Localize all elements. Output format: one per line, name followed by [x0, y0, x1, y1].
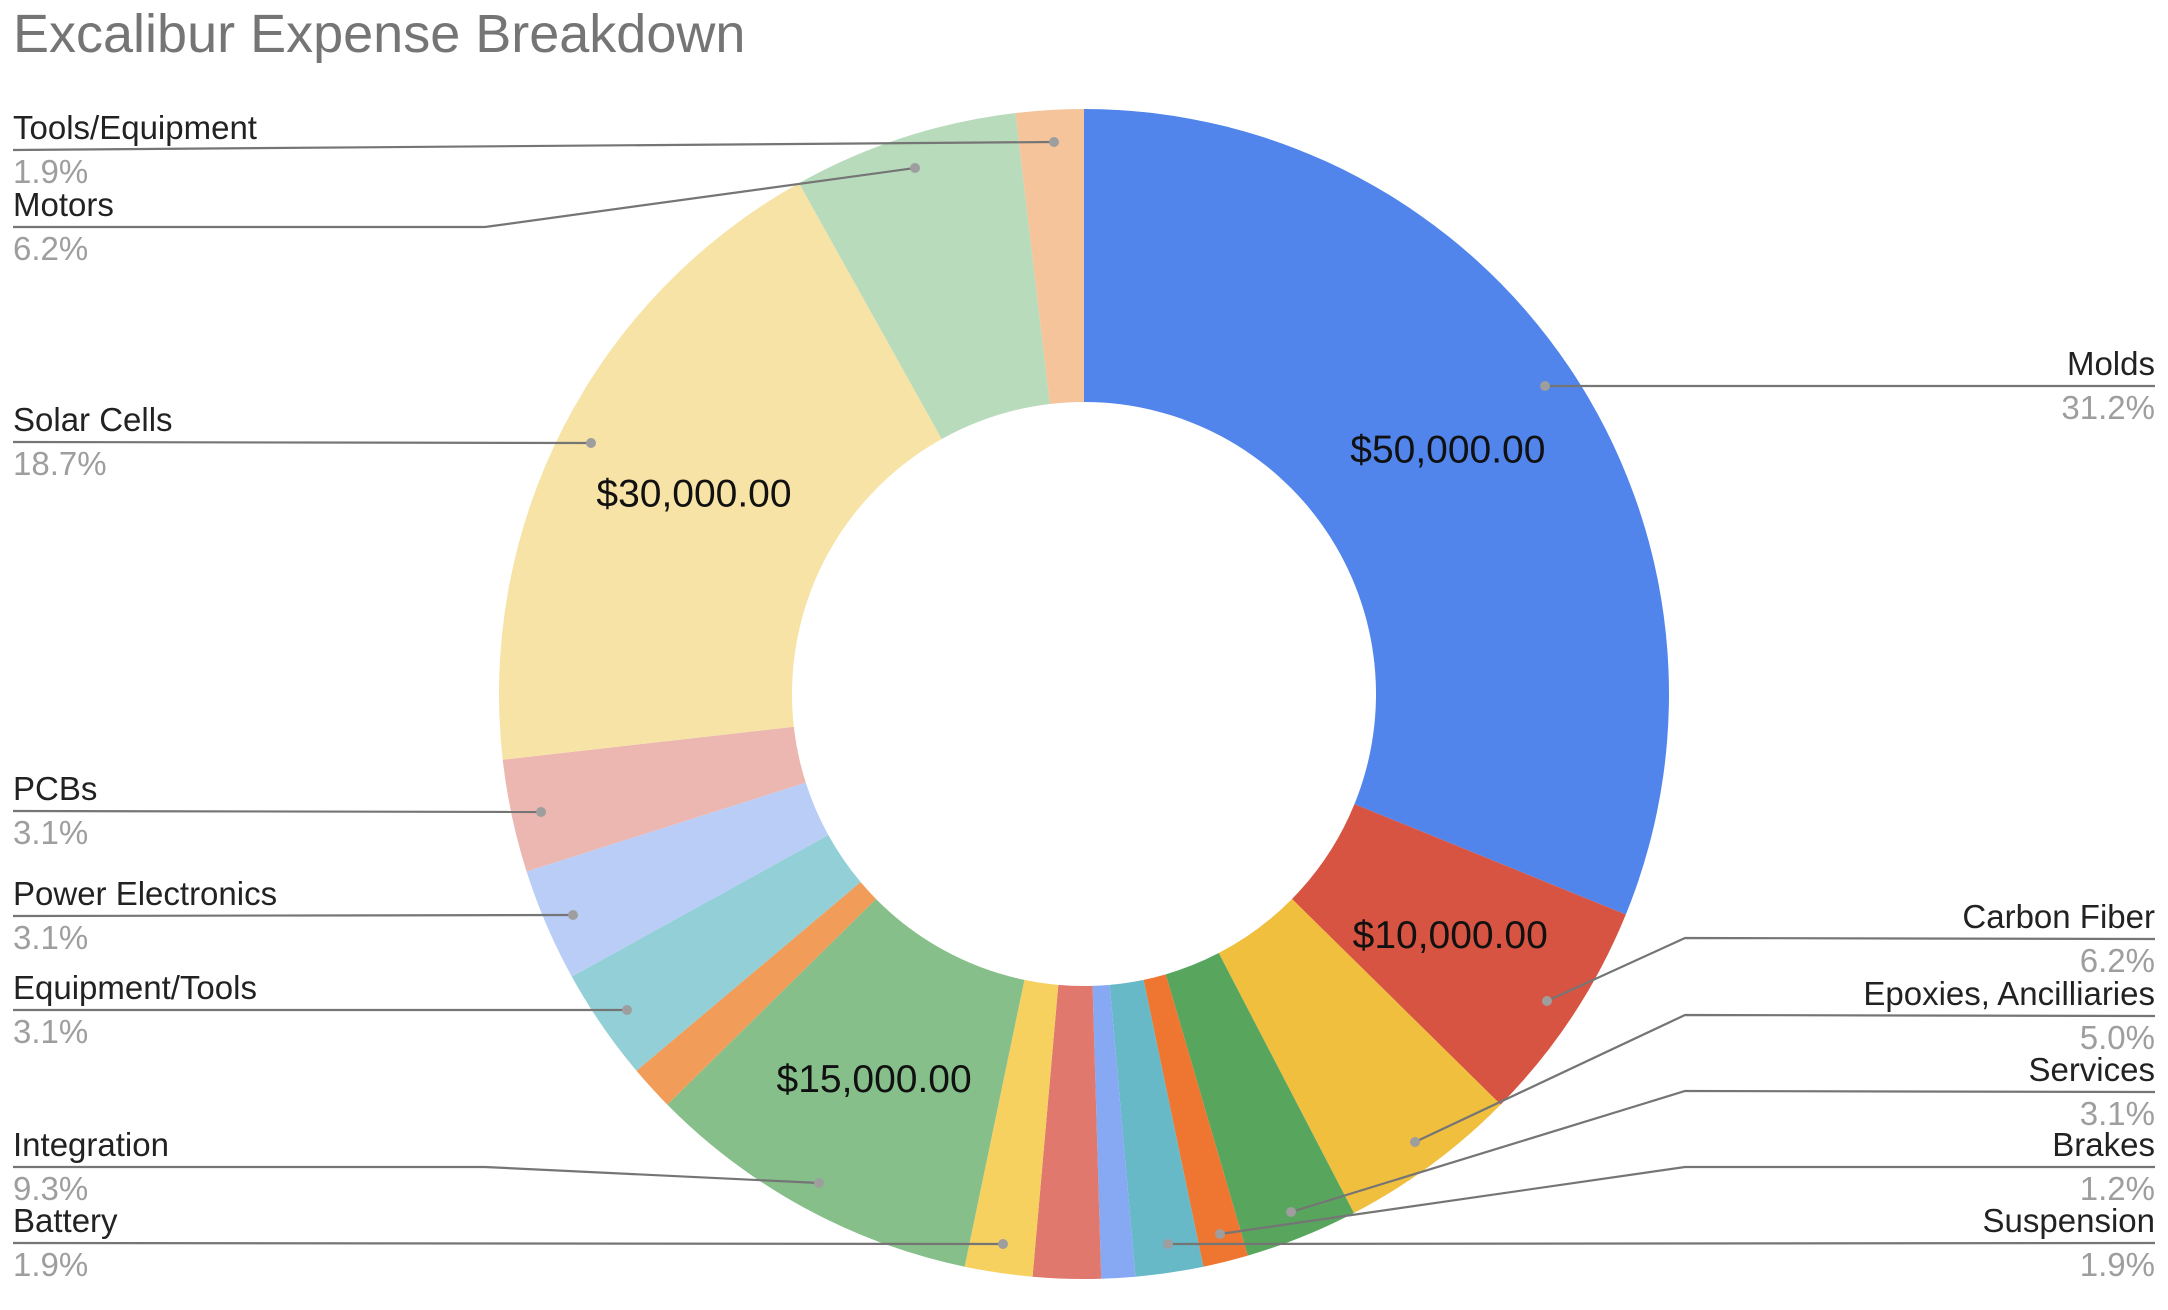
slice-pcbs [502, 726, 806, 872]
callout-name-power-electronics: Power Electronics [13, 875, 277, 912]
callout-percent-integration: 9.3% [13, 1170, 88, 1207]
leader-dot-services [1286, 1207, 1296, 1217]
slice-solar-cells [499, 183, 942, 760]
slice-unlabeled-7 [1032, 984, 1102, 1279]
slice-battery [964, 979, 1059, 1277]
callout-power-electronics: Power Electronics 3.1% [12, 875, 578, 956]
callout-molds: Molds 31.2% [1540, 345, 2155, 426]
callout-percent-pcbs: 3.1% [13, 814, 88, 851]
inside-value-labels: $50,000.00 $10,000.00 $15,000.00 $30,000.00 [596, 428, 1547, 1101]
slice-unlabeled-6 [1092, 984, 1136, 1279]
leader-dot-power-electronics [568, 910, 578, 920]
slice-suspension [1109, 979, 1204, 1277]
callout-name-pcbs: PCBs [13, 770, 97, 807]
slice-carbon-fiber [1291, 804, 1626, 1105]
callout-epoxies-ancilliaries: Epoxies, Ancilliaries 5.0% [1410, 975, 2156, 1147]
leader-dot-suspension [1163, 1239, 1173, 1249]
value-label-integration: $15,000.00 [777, 1058, 972, 1101]
slices-group [499, 109, 1669, 1279]
leader-dot-molds [1540, 381, 1550, 391]
value-label-solar-cells: $30,000.00 [596, 473, 791, 516]
callout-name-services: Services [2028, 1051, 2155, 1088]
callout-solar-cells: Solar Cells 18.7% [12, 401, 596, 482]
callout-name-brakes: Brakes [2052, 1126, 2155, 1163]
callout-suspension: Suspension 1.9% [1163, 1202, 2156, 1283]
leader-dot-integration [814, 1178, 824, 1188]
slice-motors [798, 113, 1050, 440]
callout-brakes: Brakes 1.2% [1215, 1126, 2155, 1239]
callout-percent-equipment-tools: 3.1% [13, 1013, 88, 1050]
callout-name-solar-cells: Solar Cells [13, 401, 173, 438]
slice-molds [1084, 109, 1669, 915]
slice-brakes [1143, 974, 1248, 1267]
slice-power-electronics [526, 782, 829, 977]
leader-line-tools-equipment [12, 140, 1055, 152]
callout-percent-brakes: 1.2% [2080, 1170, 2155, 1207]
slice-unlabeled-10 [636, 882, 877, 1105]
leader-line-power-electronics [12, 913, 574, 918]
leader-line-services [1290, 1089, 2156, 1214]
callout-integration: Integration 9.3% [13, 1126, 824, 1207]
slice-integration [667, 898, 1025, 1267]
callout-percent-carbon-fiber: 6.2% [2080, 942, 2155, 979]
slice-tools-equipment [1015, 109, 1084, 405]
callout-percent-suspension: 1.9% [2080, 1246, 2155, 1283]
leader-dot-brakes [1215, 1229, 1225, 1239]
callout-name-battery: Battery [13, 1202, 118, 1239]
leader-dot-solar-cells [586, 438, 596, 448]
callout-name-epoxies-ancilliaries: Epoxies, Ancilliaries [1863, 975, 2155, 1012]
callout-motors: Motors 6.2% [13, 163, 920, 267]
leader-dot-battery [998, 1239, 1008, 1249]
callout-name-integration: Integration [13, 1126, 169, 1163]
leader-dot-motors [910, 163, 920, 173]
callout-tools-equipment: Tools/Equipment 1.9% [12, 109, 1059, 190]
slice-services [1165, 953, 1354, 1256]
callout-percent-services: 3.1% [2080, 1095, 2155, 1132]
callout-percent-tools-equipment: 1.9% [13, 153, 88, 190]
callout-carbon-fiber: Carbon Fiber 6.2% [1542, 898, 2155, 1006]
value-label-molds: $50,000.00 [1350, 428, 1545, 471]
leader-dot-epoxies-ancilliaries [1410, 1137, 1420, 1147]
leader-line-epoxies-ancilliaries [1414, 1013, 2156, 1143]
callout-name-tools-equipment: Tools/Equipment [13, 109, 257, 146]
leader-line-suspension [1167, 1241, 2156, 1246]
leader-dot-pcbs [536, 807, 546, 817]
leader-line-brakes [1219, 1165, 2155, 1236]
callout-battery: Battery 1.9% [12, 1202, 1008, 1283]
value-label-carbon-fiber: $10,000.00 [1353, 914, 1548, 957]
callout-name-motors: Motors [13, 186, 114, 223]
slice-equipment-tools [571, 835, 861, 1071]
callout-pcbs: PCBs 3.1% [12, 770, 546, 851]
leader-dot-tools-equipment [1049, 137, 1059, 147]
callout-equipment-tools: Equipment/Tools 3.1% [13, 969, 632, 1050]
callout-name-suspension: Suspension [1983, 1202, 2155, 1239]
leader-dot-equipment-tools [622, 1005, 632, 1015]
callout-percent-power-electronics: 3.1% [13, 919, 88, 956]
leader-dot-carbon-fiber [1542, 996, 1552, 1006]
callout-name-molds: Molds [2067, 345, 2155, 382]
callout-percent-battery: 1.9% [13, 1246, 88, 1283]
leader-line-integration [13, 1165, 820, 1185]
leader-line-pcbs [12, 809, 542, 814]
leader-line-solar-cells [12, 440, 592, 445]
leader-line-battery [12, 1241, 1004, 1246]
callout-name-equipment-tools: Equipment/Tools [13, 969, 257, 1006]
leader-line-carbon-fiber [1546, 936, 2156, 1003]
callout-name-carbon-fiber: Carbon Fiber [1962, 898, 2155, 935]
callout-services: Services 3.1% [1286, 1051, 2156, 1217]
callout-percent-solar-cells: 18.7% [13, 445, 107, 482]
leader-line-motors [13, 166, 916, 229]
callout-percent-molds: 31.2% [2061, 389, 2155, 426]
chart-title: Excalibur Expense Breakdown [13, 4, 745, 64]
callout-percent-epoxies-ancilliaries: 5.0% [2080, 1019, 2155, 1056]
callout-percent-motors: 6.2% [13, 230, 88, 267]
